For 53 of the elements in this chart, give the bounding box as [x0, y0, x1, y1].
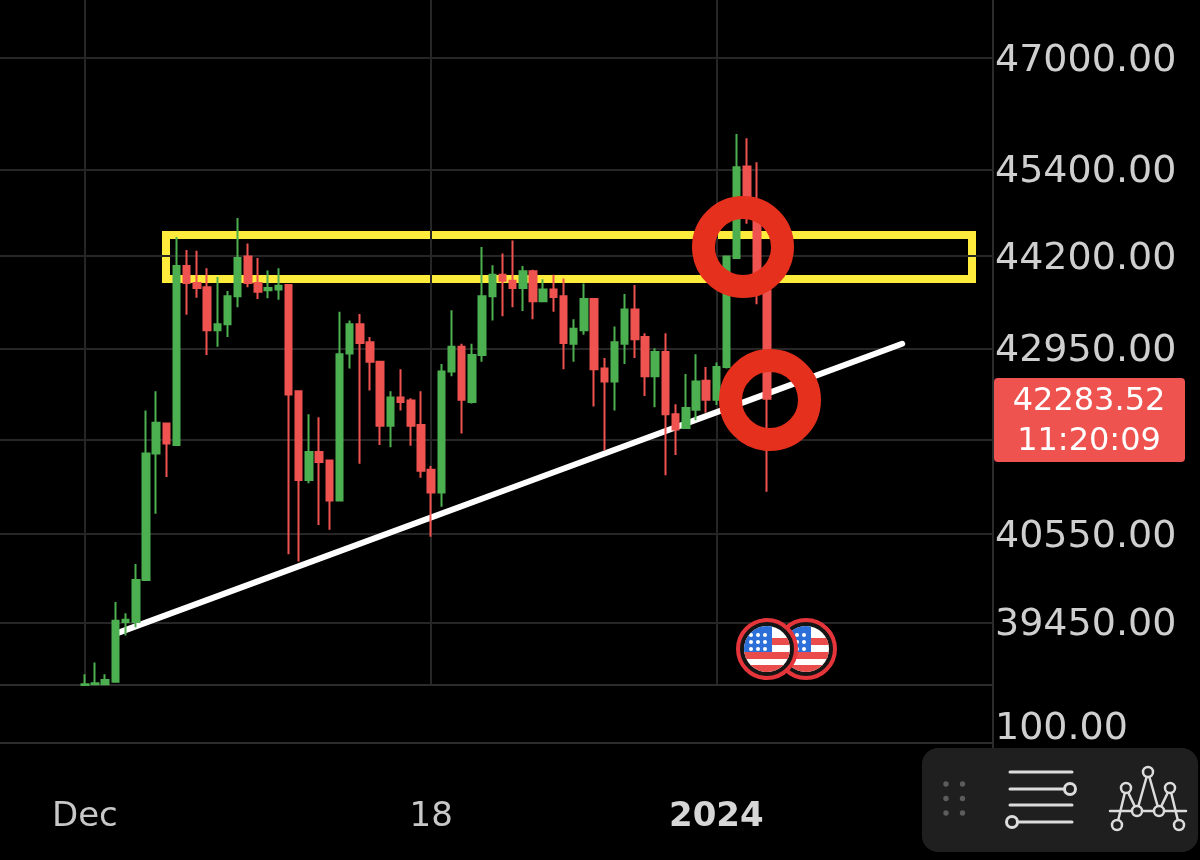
candlestick	[345, 319, 354, 370]
candlestick	[610, 325, 619, 412]
candlestick	[528, 268, 538, 321]
x-tick-label: Dec	[51, 794, 118, 834]
candlestick	[233, 217, 242, 309]
candlestick	[213, 276, 222, 348]
candlestick	[518, 265, 528, 312]
x-tick-label: 18	[409, 794, 453, 834]
candlestick	[162, 422, 171, 478]
candlestick	[274, 267, 283, 301]
candlestick	[620, 292, 629, 366]
candlestick	[457, 342, 466, 435]
candlestick	[650, 347, 660, 409]
x-tick-label: 2024	[669, 794, 764, 834]
candlestick	[284, 284, 293, 556]
candlestick	[701, 366, 711, 414]
candlestick	[396, 368, 405, 412]
candlestick	[263, 269, 273, 300]
candlestick	[447, 309, 456, 378]
y-tick-label: 45400.00	[995, 147, 1177, 192]
candlestick	[600, 357, 609, 452]
candlestick	[671, 403, 680, 457]
candlestick	[559, 277, 568, 371]
y-tick-label: 47000.00	[995, 35, 1177, 80]
y-tick-label: 42950.00	[995, 326, 1177, 371]
candlestick	[182, 248, 191, 316]
candlestick	[335, 310, 344, 503]
y-tick-label: 40550.00	[995, 511, 1177, 556]
text: 42283.52	[1012, 380, 1166, 418]
candlestick	[111, 600, 120, 684]
candlestick	[294, 390, 303, 563]
candlestick	[325, 458, 334, 531]
candlestick	[498, 252, 507, 318]
candlestick	[223, 289, 232, 339]
text: 11:20:09	[1017, 420, 1161, 458]
candlestick	[437, 363, 446, 508]
y-tick-label: 39450.00	[995, 600, 1177, 645]
candlestick	[488, 264, 497, 322]
y-tick-label: 44200.00	[995, 233, 1177, 278]
candlestick	[508, 239, 517, 309]
candlestick	[579, 282, 589, 336]
candlestick	[121, 612, 130, 637]
candlestick	[386, 390, 395, 449]
text: 100.00	[995, 704, 1128, 748]
candlestick	[712, 361, 721, 407]
candlestick	[538, 278, 548, 303]
candlestick	[172, 235, 181, 447]
candlestick	[569, 318, 578, 363]
candlestick	[589, 298, 599, 408]
candlestick	[661, 332, 670, 477]
candlestick	[549, 273, 558, 313]
candlestick	[314, 416, 324, 526]
candlestick	[304, 413, 314, 485]
